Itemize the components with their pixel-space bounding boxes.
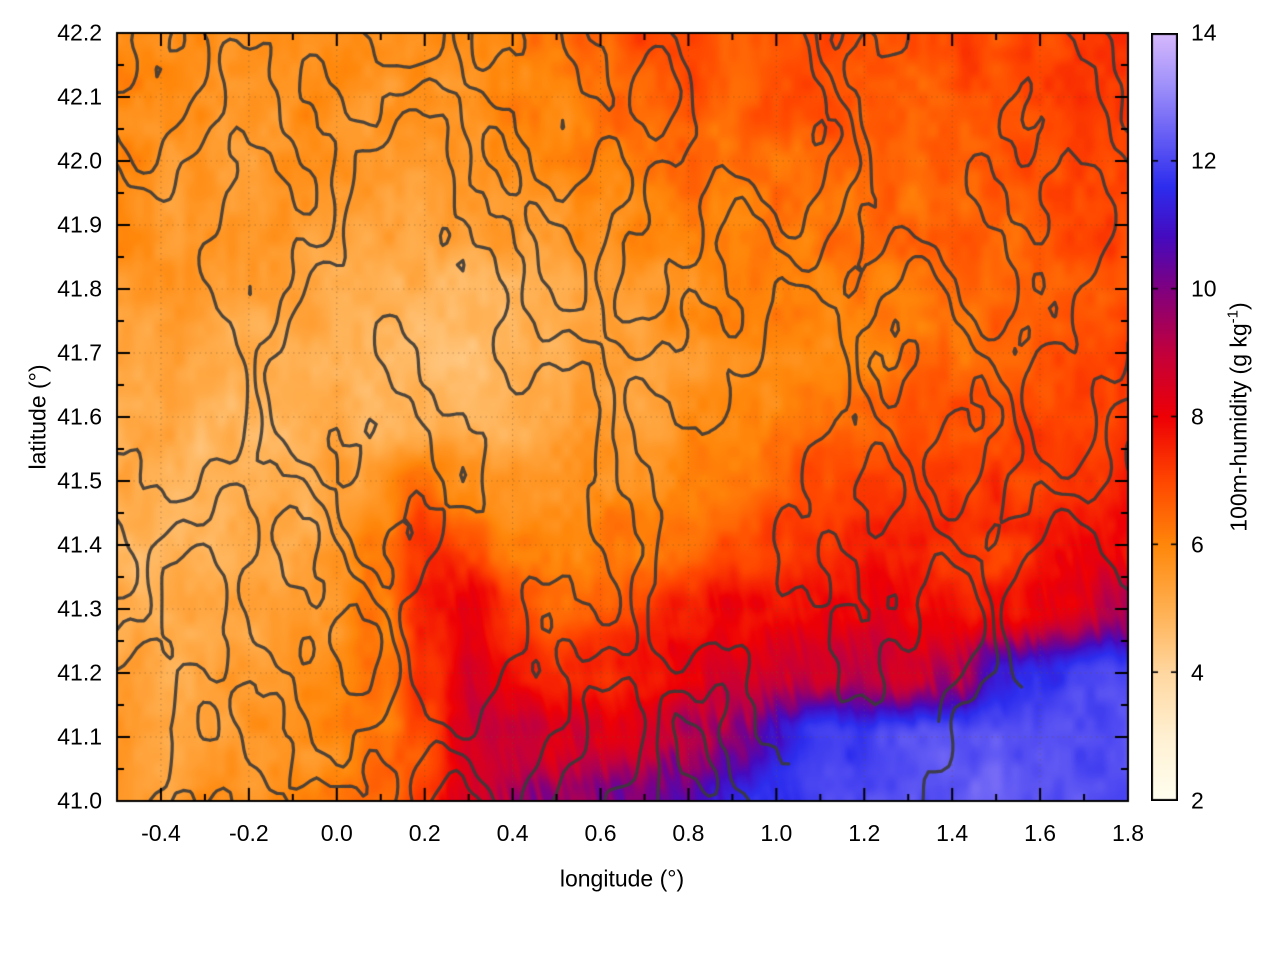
colorbar-title-end: ) [1225,302,1252,310]
x-tick-label: 0.6 [584,820,617,846]
x-tick-label: 0.2 [408,820,441,846]
y-tick-label: 41.7 [57,339,102,366]
y-tick-label: 41.2 [57,659,102,686]
colorbar-tick-label: 4 [1191,659,1204,686]
colorbar-title: 100m-humidity (g kg-1) [1224,302,1252,532]
x-tick-label: 1.8 [1112,820,1144,846]
colorbar [1151,33,1178,801]
x-tick-label: 0.8 [672,820,705,846]
x-tick-label: 1.0 [760,820,793,846]
colorbar-title-main: 100m-humidity (g kg [1225,323,1252,532]
x-tick-label: 1.2 [848,820,881,846]
colorbar-tick-label: 8 [1191,403,1204,430]
y-tick-label: 41.0 [57,787,102,814]
colorbar-tick-label: 12 [1191,147,1217,174]
colorbar-tick-label: 10 [1191,275,1217,302]
y-tick-label: 41.9 [57,211,102,238]
x-tick-label: 1.6 [1024,820,1057,846]
colorbar-tick-label: 6 [1191,531,1204,558]
y-tick-label: 42.1 [57,83,102,110]
y-tick-label: 41.4 [57,531,102,558]
x-tick-label: 1.4 [936,820,969,846]
x-tick-label: 0.4 [496,820,529,846]
y-axis-title: latitude (°) [24,364,51,470]
x-tick-label: 0.0 [320,820,353,846]
x-tick-label: -0.2 [229,820,269,846]
y-tick-label: 41.8 [57,275,102,302]
y-tick-label: 41.1 [57,723,102,750]
colorbar-tick-label: 14 [1191,19,1217,46]
y-tick-label: 41.5 [57,467,102,494]
x-tick-label: -0.4 [141,820,181,846]
colorbar-title-sup: -1 [1224,309,1242,324]
colorbar-tick-label: 2 [1191,787,1204,814]
y-tick-label: 41.3 [57,595,102,622]
y-tick-label: 42.0 [57,147,102,174]
y-tick-label: 42.2 [57,19,102,46]
y-tick-label: 41.6 [57,403,102,430]
x-axis-title: longitude (°) [559,865,685,892]
